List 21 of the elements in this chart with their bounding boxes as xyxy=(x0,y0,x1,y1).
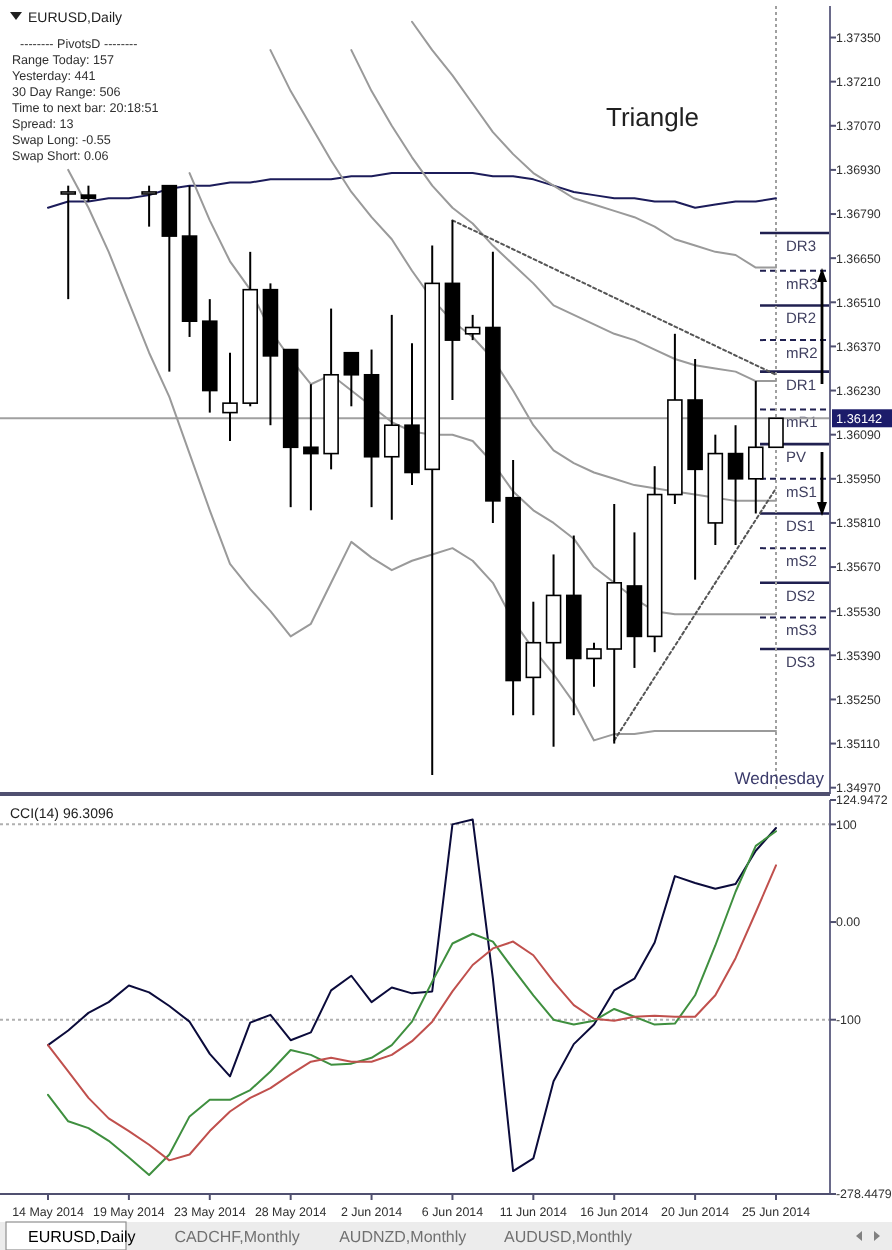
text: CADCHF,Monthly xyxy=(174,1228,300,1246)
candlestick xyxy=(303,383,319,512)
candlestick xyxy=(464,313,481,342)
annotation: Triangle xyxy=(606,102,699,132)
ref-line-label: Wednesday xyxy=(734,768,826,788)
candlestick xyxy=(222,351,238,442)
text: AUDUSD,Monthly xyxy=(504,1228,633,1246)
text: AUDNZD,Monthly xyxy=(339,1228,467,1246)
candlestick xyxy=(747,380,764,515)
candlestick xyxy=(141,184,157,228)
candlestick xyxy=(768,417,784,449)
candlestick xyxy=(525,600,542,717)
candlestick xyxy=(727,424,744,546)
candlestick xyxy=(586,641,602,688)
candlestick xyxy=(60,184,77,301)
text: EURUSD,Daily xyxy=(28,1228,136,1246)
line-series xyxy=(47,172,777,209)
candlestick xyxy=(383,313,400,521)
candlestick xyxy=(404,342,420,487)
candlestick xyxy=(545,553,562,748)
candlestick xyxy=(343,351,360,408)
